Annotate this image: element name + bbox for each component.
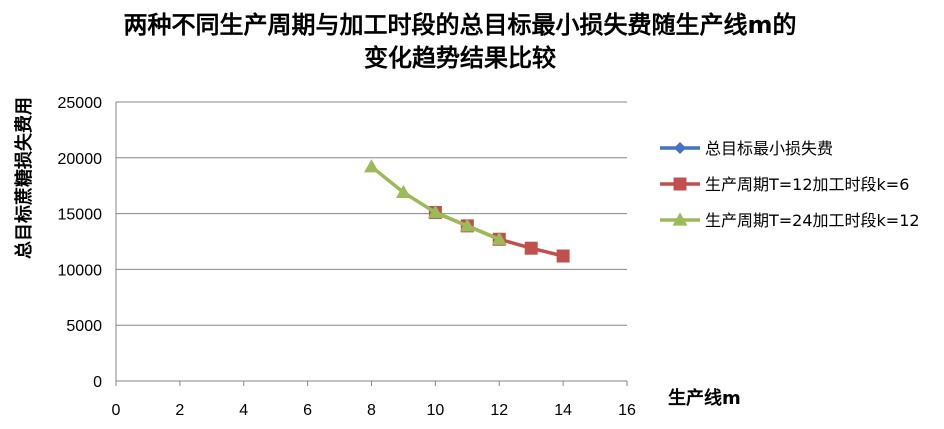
series-group [364,159,570,263]
series-2-point [364,159,379,173]
y-tick-label: 15000 [58,207,103,224]
x-tick-label: 2 [175,402,184,419]
y-tick-label: 0 [93,374,102,391]
legend-marker-0 [674,142,686,154]
chart-title-line-1: 两种不同生产周期与加工时段的总目标最小损失费随生产线m的 [123,11,796,39]
y-tick-label: 10000 [58,262,103,279]
series-line-2 [370,165,500,241]
legend-marker-1 [673,177,687,191]
chart-title-line-2: 变化趋势结果比较 [364,44,556,72]
x-tick-label: 0 [112,402,121,419]
y-tick-labels: 0 5000 10000 15000 20000 25000 [58,95,103,391]
gridlines [116,101,627,326]
y-tick-label: 25000 [58,95,103,112]
x-tick-label: 16 [618,402,636,419]
series-2-point [427,204,443,219]
legend-marker-2 [672,212,688,226]
chart-title: 两种不同生产周期与加工时段的总目标最小损失费随生产线m的 变化趋势结果比较 [123,11,796,72]
legend-entry-1: 生产周期T=12加工时段k=6 [705,175,909,194]
x-tick-label: 10 [426,402,444,419]
series-2-point [395,184,411,199]
x-tick-label: 14 [554,402,572,419]
x-tick-label: 4 [239,402,248,419]
x-tick-label: 12 [490,402,508,419]
x-tick-label: 6 [303,402,312,419]
x-axis-label: 生产线m [668,387,741,409]
series-2-point [459,218,475,232]
series-1-point [556,249,570,263]
y-axis-label: 总目标蔗糖损失费用 [13,97,35,259]
x-tick-labels: 0 2 4 6 8 10 12 14 16 [112,402,636,419]
series-1-point [524,241,538,255]
legend-entry-2: 生产周期T=24加工时段k=12 [705,211,920,230]
x-tick-label: 8 [367,402,376,419]
y-tick-label: 20000 [58,151,103,168]
series-2-point [491,231,507,245]
axes [115,102,628,386]
y-tick-label: 5000 [66,318,102,335]
legend-entry-0: 总目标最小损失费 [705,139,833,158]
